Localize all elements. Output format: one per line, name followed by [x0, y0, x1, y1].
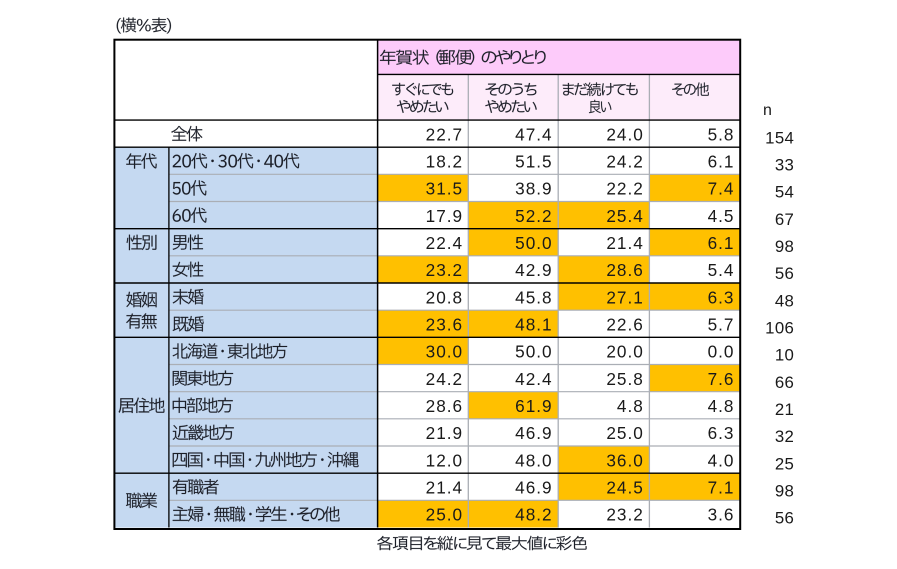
svg-text:23.2: 23.2 — [606, 505, 643, 525]
svg-text:22.4: 22.4 — [426, 233, 463, 253]
svg-text:22.2: 22.2 — [606, 179, 643, 199]
svg-text:46.9: 46.9 — [515, 478, 552, 498]
svg-text:54: 54 — [775, 183, 794, 202]
svg-text:24.5: 24.5 — [606, 478, 643, 498]
svg-text:28.6: 28.6 — [426, 396, 463, 416]
svg-text:18.2: 18.2 — [426, 152, 463, 172]
svg-text:28.6: 28.6 — [606, 260, 643, 280]
svg-text:24.2: 24.2 — [426, 369, 463, 389]
svg-text:4.8: 4.8 — [708, 396, 735, 416]
svg-text:3.6: 3.6 — [708, 505, 735, 525]
svg-text:48.1: 48.1 — [515, 315, 552, 335]
svg-text:6.3: 6.3 — [708, 423, 735, 443]
svg-text:20.0: 20.0 — [606, 342, 643, 362]
svg-text:31.5: 31.5 — [426, 179, 463, 199]
svg-text:48.2: 48.2 — [515, 505, 552, 525]
svg-text:24.2: 24.2 — [606, 152, 643, 172]
svg-text:25.0: 25.0 — [426, 505, 463, 525]
svg-text:0.0: 0.0 — [708, 342, 735, 362]
svg-text:48.0: 48.0 — [515, 450, 552, 470]
svg-text:50.0: 50.0 — [515, 342, 552, 362]
svg-text:21: 21 — [775, 400, 794, 419]
svg-text:33: 33 — [775, 156, 794, 175]
svg-text:38.9: 38.9 — [515, 179, 552, 199]
svg-text:32: 32 — [775, 427, 794, 446]
svg-text:98: 98 — [775, 482, 794, 501]
svg-text:17.9: 17.9 — [426, 206, 463, 226]
svg-text:56: 56 — [775, 264, 794, 283]
svg-text:47.4: 47.4 — [515, 124, 552, 144]
svg-text:25.8: 25.8 — [606, 369, 643, 389]
svg-text:52.2: 52.2 — [515, 206, 552, 226]
svg-text:56: 56 — [775, 509, 794, 528]
svg-text:7.4: 7.4 — [708, 179, 735, 199]
svg-text:4.8: 4.8 — [617, 396, 644, 416]
svg-text:21.4: 21.4 — [426, 478, 463, 498]
svg-text:22.7: 22.7 — [426, 124, 463, 144]
svg-text:45.8: 45.8 — [515, 287, 552, 307]
svg-text:24.0: 24.0 — [606, 124, 643, 144]
svg-text:25.0: 25.0 — [606, 423, 643, 443]
svg-text:30.0: 30.0 — [426, 342, 463, 362]
svg-text:25.4: 25.4 — [606, 206, 643, 226]
svg-text:n: n — [763, 102, 772, 119]
svg-text:42.4: 42.4 — [515, 369, 552, 389]
svg-text:21.4: 21.4 — [606, 233, 643, 253]
svg-text:67: 67 — [775, 210, 794, 229]
svg-text:23.6: 23.6 — [426, 315, 463, 335]
svg-text:10: 10 — [775, 346, 794, 365]
svg-text:6.1: 6.1 — [708, 152, 735, 172]
svg-text:98: 98 — [775, 237, 794, 256]
svg-text:5.7: 5.7 — [708, 315, 735, 335]
svg-text:5.4: 5.4 — [708, 260, 735, 280]
svg-text:5.8: 5.8 — [708, 124, 735, 144]
svg-text:61.9: 61.9 — [515, 396, 552, 416]
svg-text:50.0: 50.0 — [515, 233, 552, 253]
svg-text:20.8: 20.8 — [426, 287, 463, 307]
svg-text:27.1: 27.1 — [606, 287, 643, 307]
svg-text:42.9: 42.9 — [515, 260, 552, 280]
svg-text:25: 25 — [775, 454, 794, 473]
svg-text:6.3: 6.3 — [708, 287, 735, 307]
svg-text:21.9: 21.9 — [426, 423, 463, 443]
svg-text:6.1: 6.1 — [708, 233, 735, 253]
svg-text:22.6: 22.6 — [606, 315, 643, 335]
svg-text:12.0: 12.0 — [426, 450, 463, 470]
svg-text:7.1: 7.1 — [708, 478, 735, 498]
svg-text:7.6: 7.6 — [708, 369, 735, 389]
svg-text:48: 48 — [775, 291, 794, 310]
svg-text:36.0: 36.0 — [606, 450, 643, 470]
svg-text:66: 66 — [775, 373, 794, 392]
svg-text:51.5: 51.5 — [515, 152, 552, 172]
svg-text:4.0: 4.0 — [708, 450, 735, 470]
svg-text:46.9: 46.9 — [515, 423, 552, 443]
svg-text:154: 154 — [765, 128, 794, 147]
svg-text:23.2: 23.2 — [426, 260, 463, 280]
svg-text:4.5: 4.5 — [708, 206, 735, 226]
svg-text:106: 106 — [765, 319, 794, 338]
